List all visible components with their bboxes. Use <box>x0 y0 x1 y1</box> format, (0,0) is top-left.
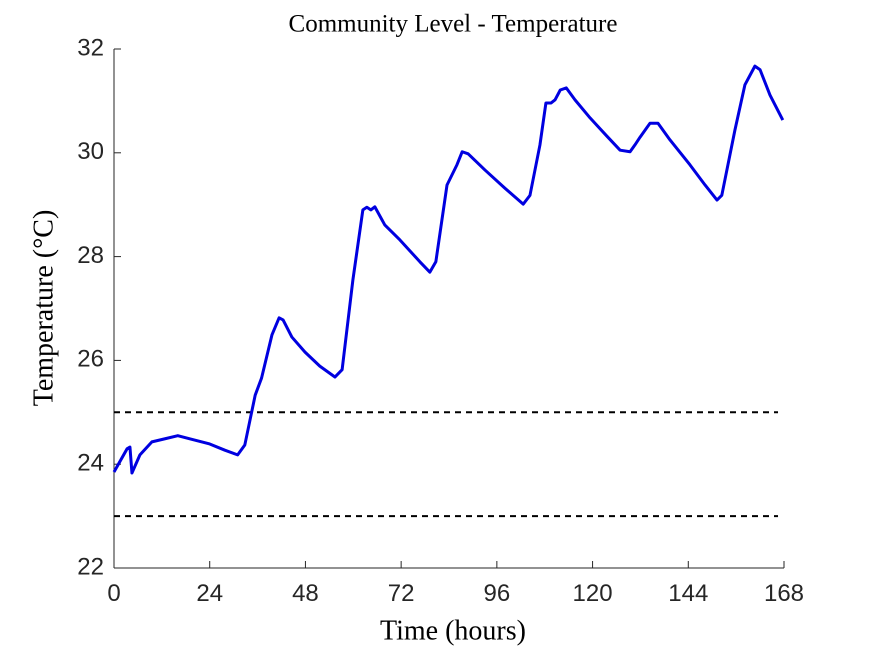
y-axis-label: Temperature (°C) <box>28 210 59 407</box>
y-tick-label: 30 <box>77 138 104 165</box>
y-tick-label: 26 <box>77 346 104 373</box>
y-tick-label: 32 <box>77 34 104 61</box>
data-line <box>112 64 785 475</box>
y-tick-label: 22 <box>77 553 104 580</box>
x-tick-label: 72 <box>388 580 415 607</box>
y-tick-label: 24 <box>77 450 104 477</box>
chart-title: Community Level - Temperature <box>289 11 618 38</box>
x-tick-label: 120 <box>573 580 613 607</box>
x-tick-label: 144 <box>668 580 708 607</box>
x-tick-label: 96 <box>484 580 511 607</box>
x-tick-label: 168 <box>764 580 804 607</box>
x-tick-label: 0 <box>107 580 120 607</box>
x-axis-label: Time (hours) <box>380 615 526 646</box>
x-tick-label: 48 <box>292 580 319 607</box>
x-tick-label: 24 <box>196 580 223 607</box>
y-tick-label: 28 <box>77 242 104 269</box>
